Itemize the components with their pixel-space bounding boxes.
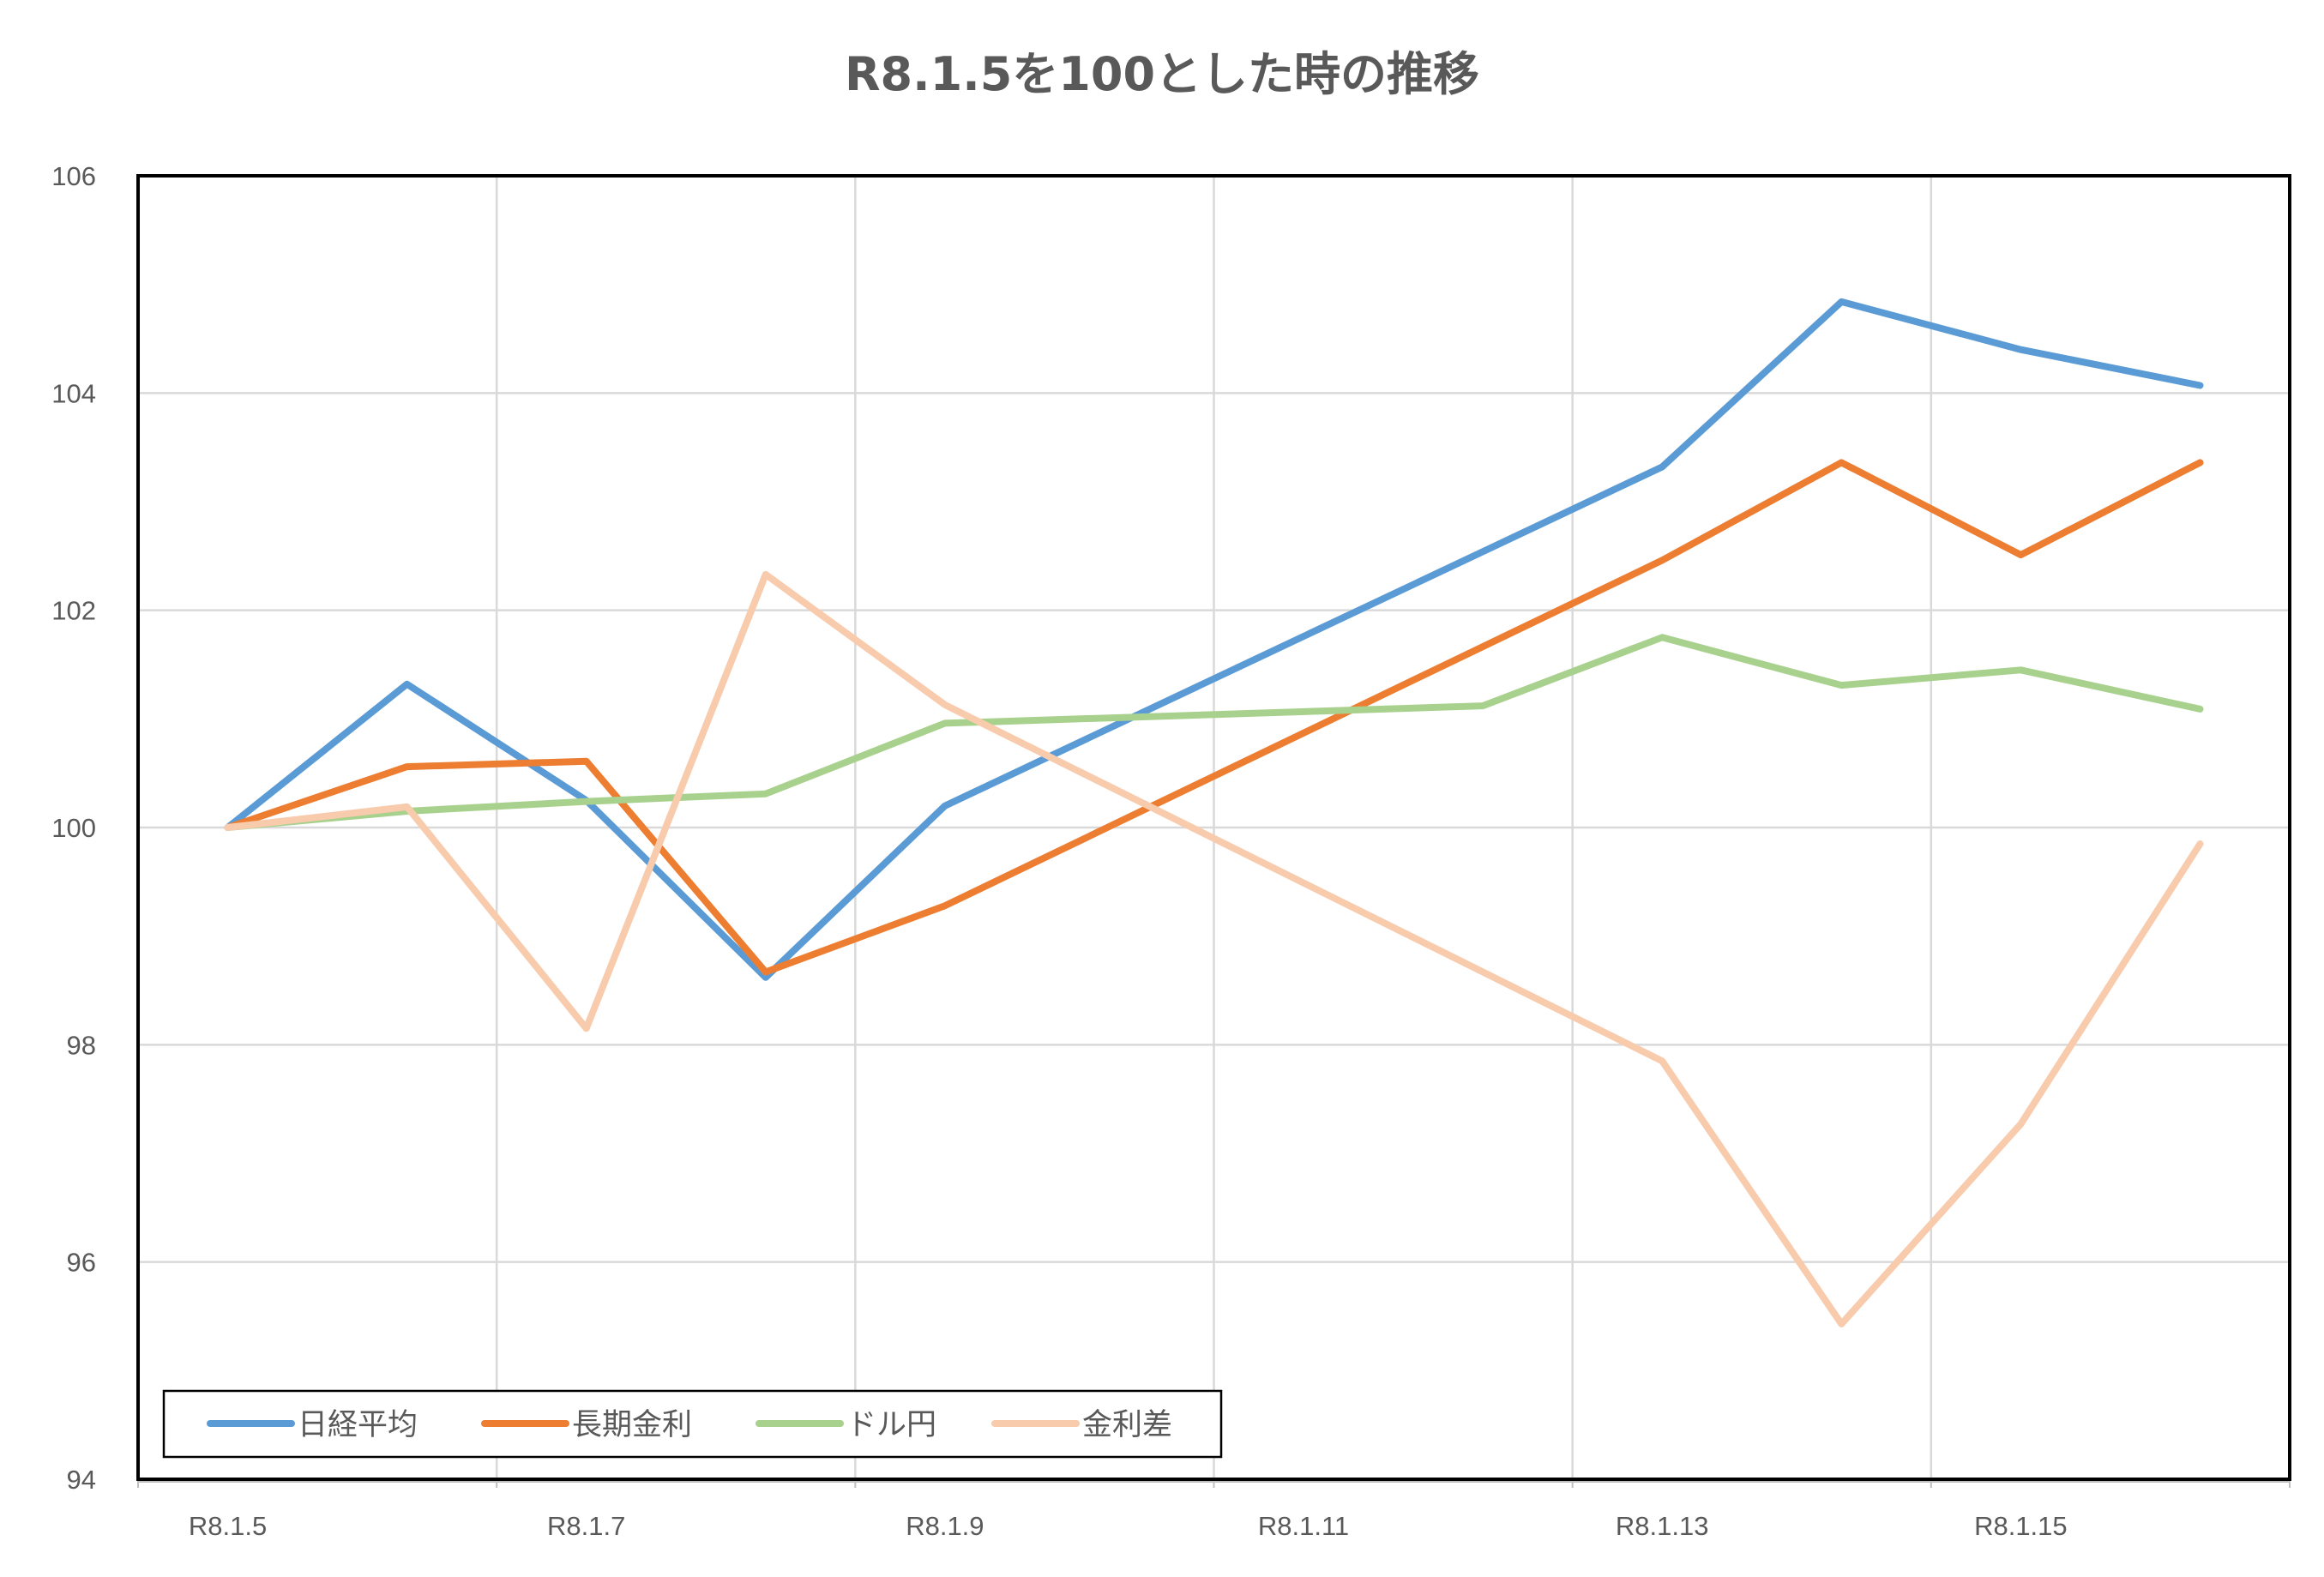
y-tick-label: 100 [51,813,96,843]
y-tick-label: 96 [67,1248,96,1278]
gridlines [138,174,2290,1481]
chart-title: R8.1.5を100とした時の推移 [845,47,1479,101]
legend: 日経平均 長期金利 ドル円 金利差 [162,1389,1223,1459]
legend-label: 長期金利 [572,1408,692,1442]
x-tick-label: R8.1.15 [1974,1511,2068,1541]
x-tick-label: R8.1.13 [1616,1511,1709,1541]
legend-item-0: 日経平均 [207,1408,418,1442]
legend-item-1: 長期金利 [481,1408,692,1442]
x-tick-label: R8.1.9 [906,1511,984,1541]
legend-item-3: 金利差 [991,1408,1172,1442]
legend-label: 日経平均 [298,1408,418,1442]
y-tick-label: 98 [67,1030,96,1060]
y-tick-label: 106 [51,161,96,191]
y-tick-label: 104 [51,378,96,408]
y-axis: 94 96 98 100 102 104 106 [51,161,96,1495]
x-axis: R8.1.5 R8.1.7 R8.1.9 R8.1.11 R8.1.13 R8.1.15 [137,1479,2291,1541]
x-tick-label: R8.1.5 [189,1511,267,1541]
legend-label: ドル円 [846,1408,936,1442]
series-line-2 [224,634,2204,831]
legend-label: 金利差 [1082,1408,1172,1442]
y-tick-label: 94 [67,1465,96,1495]
plot-area-border [136,174,2291,1481]
x-tick-label: R8.1.11 [1258,1511,1349,1541]
y-tick-label: 102 [51,596,96,626]
x-tick-label: R8.1.7 [547,1511,625,1541]
series-lines [224,298,2204,1327]
legend-item-2: ドル円 [756,1408,936,1442]
